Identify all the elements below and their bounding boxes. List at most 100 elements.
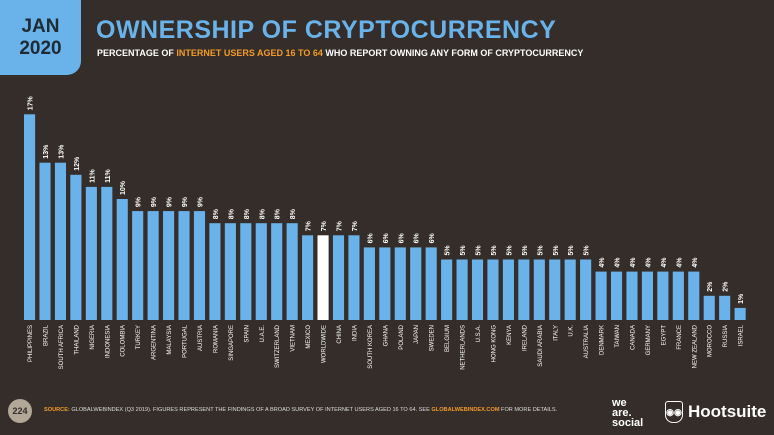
data-label: 9% (182, 196, 189, 207)
data-label: 4% (676, 257, 683, 268)
subtitle-pre: PERCENTAGE OF (97, 48, 177, 58)
data-label: 5% (476, 245, 483, 256)
category-label: EGYPT (661, 325, 667, 346)
bar (363, 247, 375, 320)
data-label: 5% (491, 245, 498, 256)
bar (502, 259, 514, 320)
category-label: SWEDEN (430, 325, 436, 351)
hootsuite-logo: ◉◉ Hootsuite (665, 401, 767, 423)
category-label: TURKEY (136, 325, 142, 349)
bar (147, 211, 159, 320)
bar (224, 223, 236, 320)
category-label: SWITZERLAND (275, 324, 281, 368)
bar (24, 114, 36, 320)
data-label: 8% (213, 208, 220, 219)
category-label: THAILAND (74, 324, 80, 354)
bar (456, 259, 468, 320)
bar (85, 186, 97, 320)
data-label: 6% (367, 233, 374, 244)
bar (441, 259, 453, 320)
category-label: PORTUGAL (183, 324, 189, 358)
bar (564, 259, 576, 320)
bar (688, 271, 700, 320)
data-label: 8% (259, 208, 266, 219)
bar (487, 259, 499, 320)
data-label: 8% (290, 208, 297, 219)
category-label: MALAYSIA (167, 325, 173, 355)
data-label: 5% (522, 245, 529, 256)
data-label: 5% (445, 245, 452, 256)
bar (394, 247, 406, 320)
owl-icon: ◉◉ (665, 401, 683, 423)
bar (132, 211, 144, 320)
category-label: U.A.E. (260, 325, 266, 343)
bar (518, 259, 530, 320)
bar (533, 259, 545, 320)
bar (54, 162, 67, 320)
data-label: 11% (89, 169, 96, 183)
category-label: INDIA (352, 325, 358, 341)
category-label: ISRAEL (739, 324, 745, 346)
category-label: SAUDI ARABIA (538, 325, 544, 367)
data-label: 4% (645, 257, 652, 268)
date-badge: JAN 2020 (0, 0, 81, 75)
data-label: 9% (136, 196, 143, 207)
category-label: GERMANY (646, 325, 652, 355)
bar (178, 211, 190, 320)
category-label: U.S.A. (476, 325, 482, 343)
category-label: RUSSIA (723, 325, 729, 347)
category-label: NETHERLANDS (461, 325, 467, 370)
date-year: 2020 (19, 37, 62, 59)
bar (626, 271, 638, 320)
category-label: U.K. (569, 325, 575, 337)
source-link[interactable]: GLOBALWEBINDEX.COM (431, 407, 500, 413)
category-label: HONG KONG (491, 325, 497, 363)
bar (703, 295, 715, 320)
bar (193, 211, 206, 320)
bar (39, 162, 51, 320)
data-label: 4% (615, 257, 622, 268)
category-label: TAIWAN (615, 325, 621, 348)
data-label: 4% (692, 257, 699, 268)
data-label: 6% (429, 233, 436, 244)
bar (672, 271, 684, 320)
category-label: IRELAND (522, 324, 528, 351)
category-label: COLOMBIA (121, 325, 127, 357)
data-label: 4% (661, 257, 668, 268)
category-label: BRAZIL (44, 324, 50, 346)
category-label: MEXICO (306, 325, 312, 349)
data-label: 5% (568, 245, 575, 256)
category-label: DENMARK (600, 325, 606, 355)
page-title: OWNERSHIP OF CRYPTOCURRENCY (96, 16, 557, 44)
bar (610, 271, 623, 320)
data-label: 6% (414, 233, 421, 244)
category-label: ITALY (553, 325, 559, 341)
category-label: SOUTH KOREA (368, 325, 374, 369)
category-label: SINGAPORE (229, 325, 235, 361)
data-label: 11% (105, 169, 112, 183)
data-label: 8% (275, 208, 282, 219)
data-label: 13% (43, 144, 50, 159)
category-label: PHILIPPINES (28, 325, 34, 362)
data-label: 5% (537, 245, 544, 256)
bar (116, 199, 128, 320)
bar (209, 223, 221, 320)
page-number: 224 (8, 399, 32, 423)
category-label: GHANA (383, 325, 389, 346)
bar (240, 223, 252, 320)
bar (471, 259, 484, 320)
category-label: INDONESIA (105, 325, 111, 358)
bar (70, 174, 82, 320)
data-label: 9% (197, 196, 204, 207)
bar (286, 223, 298, 320)
footer: 224 SOURCE: GLOBALWEBINDEX (Q3 2019). FI… (0, 395, 774, 435)
bar (348, 235, 360, 320)
page-subtitle: PERCENTAGE OF INTERNET USERS AGED 16 TO … (97, 48, 583, 58)
bar (734, 307, 746, 320)
bar (379, 247, 391, 320)
date-month: JAN (21, 15, 60, 37)
bar (163, 211, 175, 320)
data-label: 8% (244, 208, 251, 219)
data-label: 12% (74, 156, 81, 171)
category-label: BELGIUM (445, 325, 451, 352)
